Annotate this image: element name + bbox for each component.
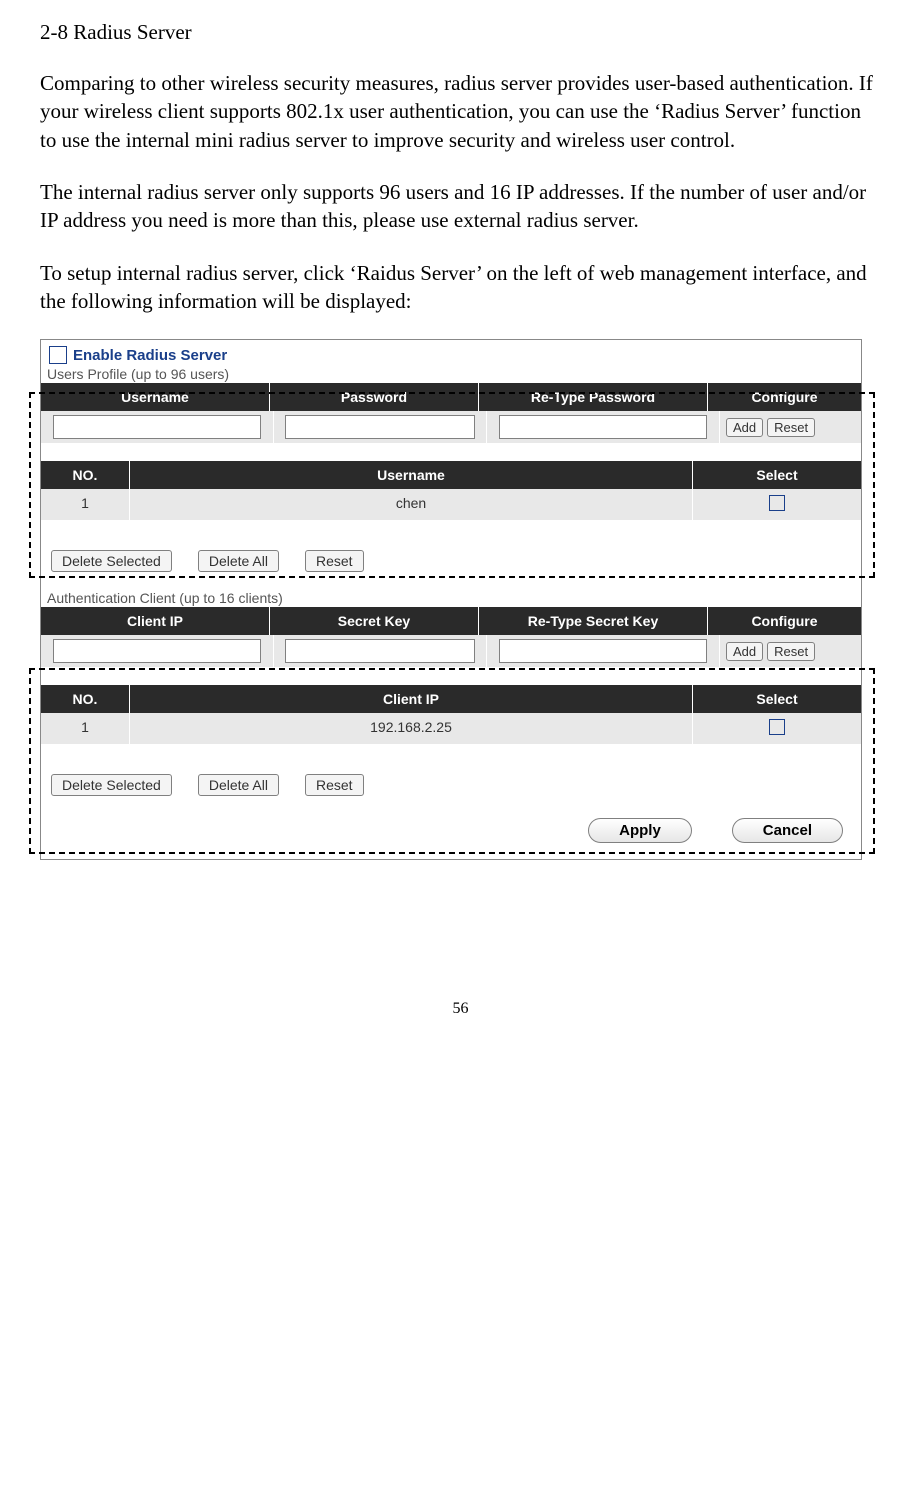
delete-selected-users-button[interactable]: Delete Selected	[51, 550, 172, 572]
section-title: 2-8 Radius Server	[40, 20, 881, 45]
delete-selected-clients-button[interactable]: Delete Selected	[51, 774, 172, 796]
client-ip-input[interactable]	[53, 639, 261, 663]
add-client-button[interactable]: Add	[726, 642, 763, 661]
paragraph-1: Comparing to other wireless security mea…	[40, 69, 881, 154]
col-username: Username	[41, 383, 270, 411]
user-select-checkbox[interactable]	[769, 495, 785, 511]
clients-list-header: NO. Client IP Select	[41, 685, 861, 713]
user-list-row: 1 chen	[41, 489, 861, 520]
users-subtitle: Users Profile (up to 96 users)	[41, 366, 861, 382]
apply-button[interactable]: Apply	[588, 818, 692, 843]
final-buttons: Apply Cancel	[41, 804, 861, 849]
users-buttons: Delete Selected Delete All Reset	[41, 542, 861, 580]
user-no: 1	[41, 489, 130, 520]
enable-row: Enable Radius Server	[41, 340, 861, 366]
client-list-row: 1 192.168.2.25	[41, 713, 861, 744]
col-retype-secret-key: Re-Type Secret Key	[479, 607, 708, 635]
col-client-ip: Client IP	[41, 607, 270, 635]
radius-server-screenshot: Enable Radius Server Users Profile (up t…	[40, 339, 862, 860]
reset-users-button[interactable]: Reset	[305, 550, 364, 572]
col-configure: Configure	[708, 383, 861, 411]
delete-all-clients-button[interactable]: Delete All	[198, 774, 279, 796]
clients-header-row: Client IP Secret Key Re-Type Secret Key …	[41, 607, 861, 635]
clients-buttons: Delete Selected Delete All Reset	[41, 766, 861, 804]
col-retype-password: Re-Type Password	[479, 383, 708, 411]
clients-input-row: Add Reset	[41, 635, 861, 667]
clients-subtitle: Authentication Client (up to 16 clients)	[41, 590, 861, 606]
reset-user-button[interactable]: Reset	[767, 418, 815, 437]
col-client-select: Select	[693, 685, 861, 713]
enable-label: Enable Radius Server	[73, 347, 227, 364]
username-input[interactable]	[53, 415, 261, 439]
reset-clients-button[interactable]: Reset	[305, 774, 364, 796]
page-number: 56	[40, 1000, 881, 1018]
client-select-checkbox[interactable]	[769, 719, 785, 735]
delete-all-users-button[interactable]: Delete All	[198, 550, 279, 572]
user-name: chen	[130, 489, 693, 520]
paragraph-2: The internal radius server only supports…	[40, 178, 881, 235]
col-username-list: Username	[130, 461, 693, 489]
client-no: 1	[41, 713, 130, 744]
col-client-no: NO.	[41, 685, 130, 713]
client-ip: 192.168.2.25	[130, 713, 693, 744]
users-header-row: Username Password Re-Type Password Confi…	[41, 383, 861, 411]
add-user-button[interactable]: Add	[726, 418, 763, 437]
col-select: Select	[693, 461, 861, 489]
col-client-ip-list: Client IP	[130, 685, 693, 713]
col-client-configure: Configure	[708, 607, 861, 635]
col-no: NO.	[41, 461, 130, 489]
users-input-row: Add Reset	[41, 411, 861, 443]
col-secret-key: Secret Key	[270, 607, 479, 635]
col-password: Password	[270, 383, 479, 411]
reset-client-button[interactable]: Reset	[767, 642, 815, 661]
paragraph-3: To setup internal radius server, click ‘…	[40, 259, 881, 316]
retype-password-input[interactable]	[499, 415, 707, 439]
secret-key-input[interactable]	[285, 639, 475, 663]
retype-secret-key-input[interactable]	[499, 639, 707, 663]
enable-checkbox[interactable]	[49, 346, 67, 364]
cancel-button[interactable]: Cancel	[732, 818, 843, 843]
password-input[interactable]	[285, 415, 475, 439]
users-list-header: NO. Username Select	[41, 461, 861, 489]
